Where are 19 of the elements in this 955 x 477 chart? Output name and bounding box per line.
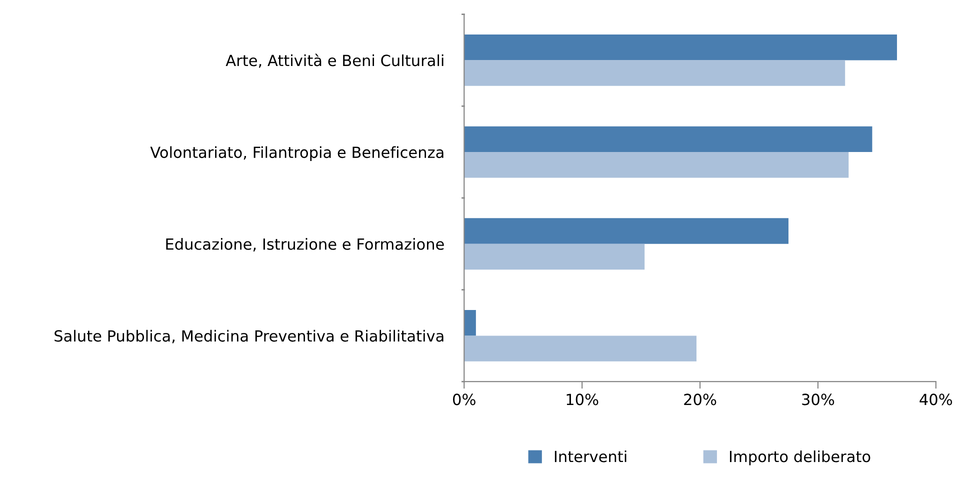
x-tick-label: 10% xyxy=(566,394,598,406)
legend-label: Importo deliberato xyxy=(730,450,870,466)
bar xyxy=(464,218,788,244)
bar xyxy=(464,126,872,152)
bar xyxy=(464,34,897,60)
legend-label: Interventi xyxy=(554,450,626,462)
x-tick-label: 40% xyxy=(920,394,952,406)
y-tick-label: Arte, Attività e Beni Culturali xyxy=(226,54,444,68)
bar xyxy=(464,336,696,362)
bar xyxy=(464,152,849,178)
x-tick-label: 0% xyxy=(453,394,476,406)
y-tick-label: Volontariato, Filantropia e Beneficenza xyxy=(150,146,444,162)
bar xyxy=(464,310,476,336)
x-tick-label: 20% xyxy=(684,394,716,406)
bar xyxy=(464,60,846,86)
bar xyxy=(464,244,645,270)
x-tick-label: 30% xyxy=(802,394,834,406)
y-tick-label: Educazione, Istruzione e Formazione xyxy=(166,238,444,252)
y-tick-label: Salute Pubblica, Medicina Preventiva e Riabilitativa xyxy=(54,330,444,344)
